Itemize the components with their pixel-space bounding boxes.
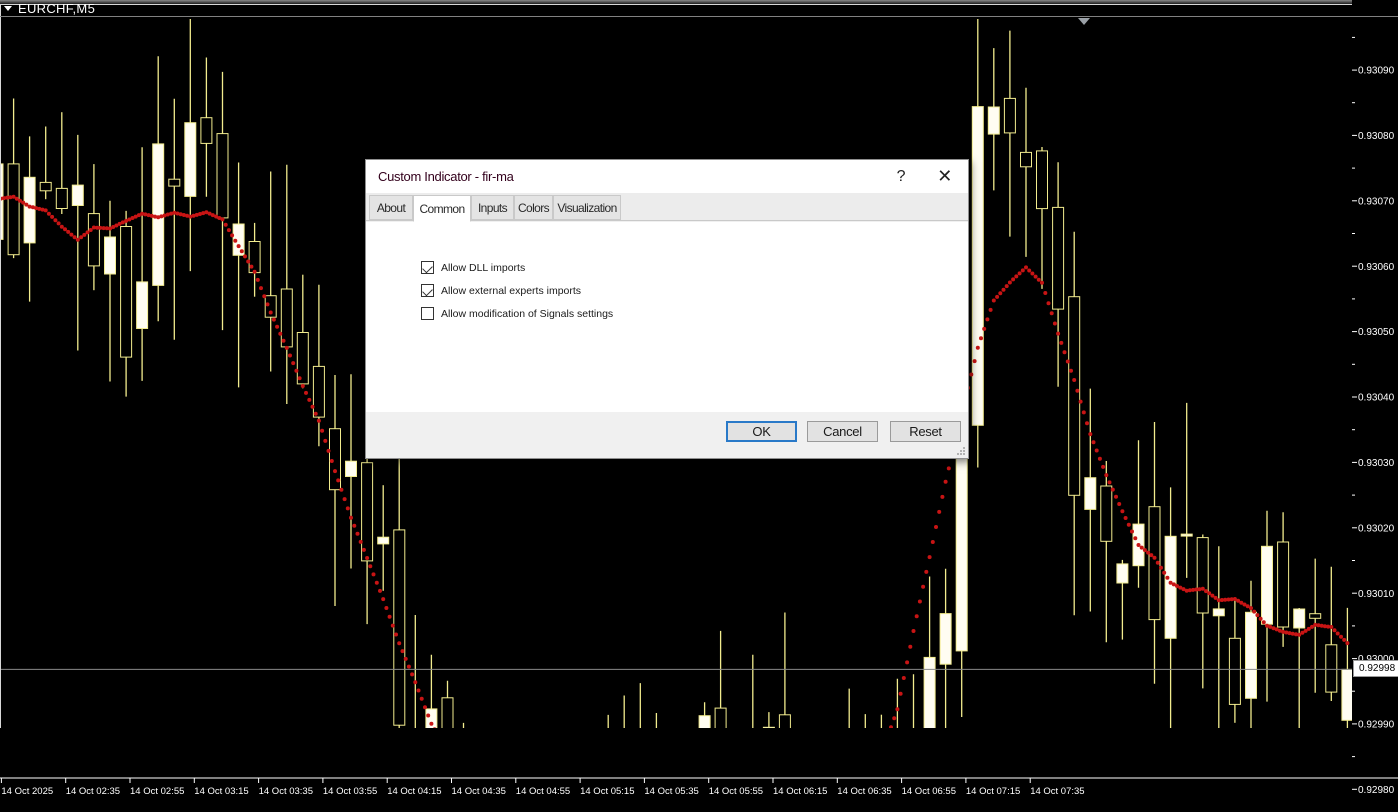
svg-text:14 Oct 06:35: 14 Oct 06:35 — [837, 786, 891, 797]
svg-text:0.93080: 0.93080 — [1358, 131, 1395, 142]
svg-text:0.93050: 0.93050 — [1358, 327, 1395, 338]
svg-text:14 Oct 06:15: 14 Oct 06:15 — [773, 786, 827, 797]
svg-text:0.92990: 0.92990 — [1358, 720, 1395, 731]
svg-text:0.93020: 0.93020 — [1358, 523, 1395, 534]
svg-text:0.92980: 0.92980 — [1358, 785, 1395, 796]
svg-text:14 Oct 06:55: 14 Oct 06:55 — [902, 786, 956, 797]
svg-text:0.93010: 0.93010 — [1358, 589, 1395, 600]
svg-text:14 Oct 07:35: 14 Oct 07:35 — [1030, 786, 1084, 797]
svg-text:14 Oct 2025: 14 Oct 2025 — [1, 786, 53, 797]
svg-text:14 Oct 03:55: 14 Oct 03:55 — [323, 786, 377, 797]
svg-text:14 Oct 04:15: 14 Oct 04:15 — [387, 786, 441, 797]
svg-text:14 Oct 04:35: 14 Oct 04:35 — [452, 786, 506, 797]
svg-text:0.93090: 0.93090 — [1358, 66, 1395, 77]
svg-text:0.93040: 0.93040 — [1358, 393, 1395, 404]
svg-text:0.93030: 0.93030 — [1358, 458, 1395, 469]
svg-text:14 Oct 02:35: 14 Oct 02:35 — [66, 786, 120, 797]
svg-text:14 Oct 05:15: 14 Oct 05:15 — [580, 786, 634, 797]
svg-text:0.93060: 0.93060 — [1358, 262, 1395, 273]
svg-text:14 Oct 03:35: 14 Oct 03:35 — [259, 786, 313, 797]
svg-text:14 Oct 05:35: 14 Oct 05:35 — [644, 786, 698, 797]
svg-text:0.93070: 0.93070 — [1358, 196, 1395, 207]
svg-text:14 Oct 04:55: 14 Oct 04:55 — [516, 786, 570, 797]
svg-text:14 Oct 07:15: 14 Oct 07:15 — [966, 786, 1020, 797]
svg-text:14 Oct 03:15: 14 Oct 03:15 — [194, 786, 248, 797]
svg-text:14 Oct 02:55: 14 Oct 02:55 — [130, 786, 184, 797]
svg-text:14 Oct 05:55: 14 Oct 05:55 — [709, 786, 763, 797]
